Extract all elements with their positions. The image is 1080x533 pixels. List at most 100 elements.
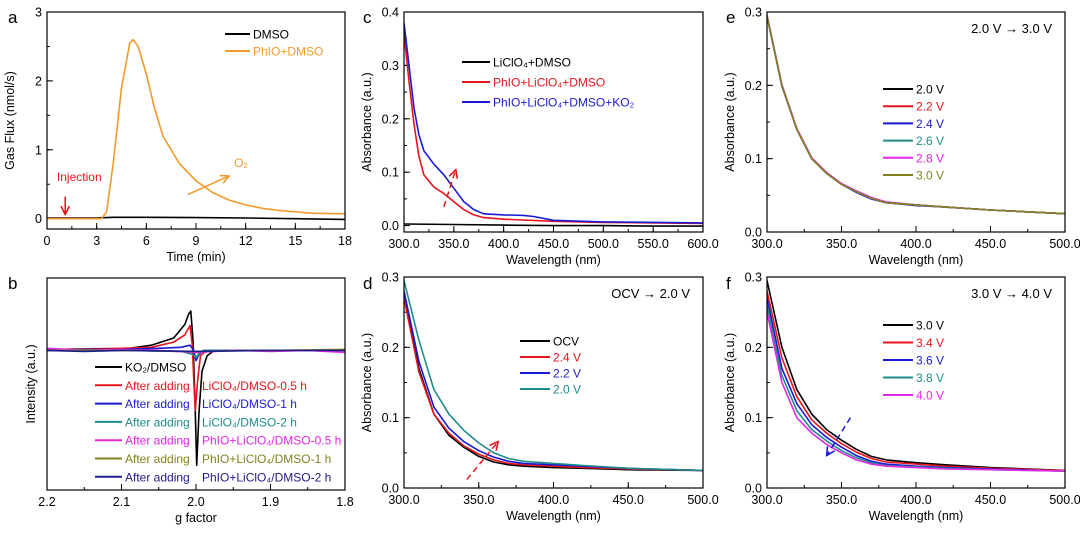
legend-label-prefix: After adding: [125, 379, 190, 393]
y-tick-label: 0.3: [382, 59, 399, 73]
x-tick-label: 300.0: [388, 493, 419, 507]
x-tick-label: 450.0: [613, 493, 644, 507]
x-axis-label: Wavelength (nm): [506, 509, 601, 523]
y-tick-label: 0.1: [745, 152, 762, 166]
legend-label: 2.8 V: [916, 151, 944, 165]
panel-title: 2.0 V → 3.0 V: [971, 21, 1052, 36]
legend-label: PhIO+LiClO₄/DMSO-0.5 h: [202, 434, 341, 448]
panel-letter: e: [726, 8, 735, 27]
series-line-2-4-v: [767, 16, 1065, 215]
x-tick-label: 400.0: [900, 237, 931, 251]
plot-frame: [403, 11, 704, 233]
series-line-2-4-v: [404, 297, 703, 472]
y-tick-label: 0.0: [382, 219, 399, 233]
legend-label: 3.6 V: [916, 354, 944, 368]
x-tick-label: 6: [143, 234, 150, 248]
x-tick-label: 400.0: [538, 493, 569, 507]
x-tick-label: 550.0: [638, 237, 669, 251]
x-tick-label: 2.1: [113, 495, 130, 509]
series-line-2-6-v: [767, 15, 1065, 215]
y-axis-label: Gas Flux (nmol/s): [3, 71, 17, 170]
series-line-phio-liclo-dmso-ko-: [404, 22, 703, 224]
legend-label: PhIO+DMSO: [253, 45, 323, 59]
x-tick-label: 0: [44, 234, 51, 248]
annotation-arrow: [466, 442, 498, 481]
series-group: [404, 22, 703, 227]
x-tick-label: 300.0: [751, 237, 782, 251]
panel-letter: b: [8, 274, 17, 293]
x-axis-label: g factor: [175, 511, 217, 525]
plot-frame: [766, 276, 1066, 489]
series-line-ocv: [404, 290, 703, 472]
legend-label: 2.6 V: [916, 134, 944, 148]
series-line-2-2-v: [767, 15, 1065, 215]
x-tick-label: 9: [193, 234, 200, 248]
y-tick-label: 0.1: [745, 411, 762, 425]
legend-label: 3.0 V: [916, 319, 944, 333]
legend-label: 3.0 V: [916, 169, 944, 183]
x-tick-label: 500.0: [687, 493, 718, 507]
x-axis-label: Wavelength (nm): [869, 253, 964, 267]
series-line-phio-liclo-dmso: [404, 33, 703, 225]
panel-title: 3.0 V → 4.0 V: [971, 286, 1052, 301]
y-tick-label: 0.1: [382, 166, 399, 180]
x-tick-label: 3: [93, 234, 100, 248]
legend-label: 2.0 V: [916, 83, 944, 97]
x-tick-label: 450.0: [975, 493, 1006, 507]
series-line-2-0-v: [767, 15, 1065, 215]
y-axis-label: Absorbance (a.u.): [723, 72, 737, 171]
legend-label: 3.4 V: [916, 336, 944, 350]
series-line-liclo-dmso-0-5-h: [47, 324, 345, 412]
series-line-phio-liclo-dmso-2-h: [47, 349, 345, 353]
y-axis-label: Absorbance (a.u.): [360, 333, 374, 432]
x-tick-label: 15: [288, 234, 302, 248]
annotation-arrow: [827, 417, 852, 456]
y-axis-label: Absorbance (a.u.): [723, 333, 737, 432]
panel-e: 300.0 350.0 400.0 450.0 500.0 0.0 0.1 0.2 0.3 Wav…: [723, 6, 1080, 268]
y-tick-label: 0.2: [382, 112, 399, 126]
legend-label: 2.4 V: [916, 117, 944, 131]
series-line-dmso: [47, 216, 345, 221]
panel-letter: c: [363, 8, 372, 27]
plot-frame: [766, 11, 1066, 233]
y-tick-label: 0.3: [745, 6, 762, 20]
annotation-label: Injection: [57, 170, 102, 184]
series-line-phio-dmso: [47, 38, 345, 220]
legend-label-prefix: After adding: [125, 470, 190, 484]
legend-label: 2.4 V: [553, 351, 581, 365]
legend-label: KO₂/DMSO: [125, 361, 186, 375]
x-tick-label: 300.0: [388, 237, 419, 251]
legend-label: 2.0 V: [553, 383, 581, 397]
y-tick-label: 0.0: [382, 482, 399, 496]
panel-letter: f: [726, 274, 731, 293]
panel-b: 2.2 2.1 2.0 1.9 1.8 g factor Intensity (a.u.) b…: [8, 274, 354, 525]
series-line-3-0-v: [767, 280, 1065, 472]
x-axis-label: Wavelength (nm): [506, 253, 601, 267]
series-line-2-2-v: [404, 290, 703, 472]
x-tick-label: 2.0: [187, 495, 204, 509]
x-axis-label: Time (min): [166, 250, 225, 264]
y-axis-label: Absorbance (a.u.): [360, 72, 374, 171]
x-tick-label: 1.8: [336, 495, 353, 509]
x-tick-label: 2.2: [38, 495, 55, 509]
plot-frame: [46, 277, 346, 491]
series-line-3-0-v: [767, 15, 1065, 215]
x-axis-label: Wavelength (nm): [869, 509, 964, 523]
legend-label: LiClO₄/DMSO-2 h: [202, 415, 297, 429]
legend-label: PhIO+LiClO₄/DMSO-1 h: [202, 452, 331, 466]
panel-d: 300.0 350.0 400.0 450.0 500.0 0.0 0.1 0.2 0.3 Wav…: [360, 271, 719, 524]
y-tick-label: 0.3: [745, 271, 762, 285]
legend-label: LiClO₄/DMSO-1 h: [202, 397, 297, 411]
series-line-4-0-v: [767, 312, 1065, 472]
y-tick-label: 0.3: [382, 271, 399, 285]
series-group: [767, 14, 1065, 215]
x-tick-label: 300.0: [751, 493, 782, 507]
legend-label: PhIO+LiClO₄+DMSO: [493, 76, 605, 90]
x-tick-label: 12: [239, 234, 253, 248]
y-tick-label: 0.2: [382, 341, 399, 355]
legend-label: OCV: [553, 335, 579, 349]
x-tick-label: 450.0: [975, 237, 1006, 251]
panel-f: 300.0 350.0 400.0 450.0 500.0 0.0 0.1 0.2 0.3 Wav…: [723, 271, 1080, 524]
annotation-label: O₂: [234, 156, 248, 170]
